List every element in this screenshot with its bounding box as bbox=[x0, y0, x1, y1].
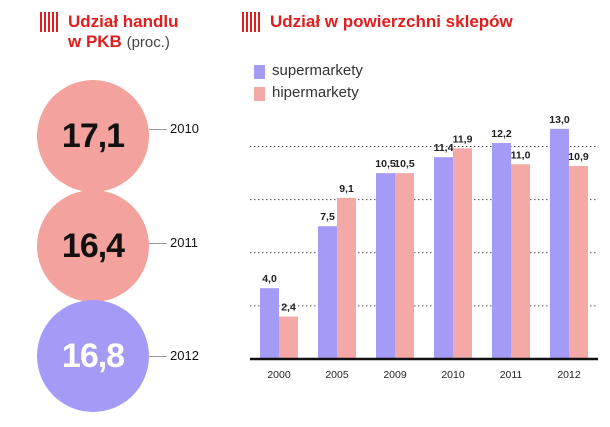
gdp-title-line2: w PKB bbox=[68, 32, 122, 51]
bar-supermarkety-2012 bbox=[550, 128, 569, 359]
title-grid-icon bbox=[40, 12, 60, 32]
data-label: 2,4 bbox=[281, 302, 296, 314]
bar-hipermarkety-2011 bbox=[511, 164, 530, 359]
circle-value: 16,8 bbox=[61, 336, 125, 375]
x-tick-label: 2012 bbox=[557, 369, 581, 381]
legend-label-hipermarkety: hipermarkety bbox=[272, 84, 359, 101]
year-label: 2012 bbox=[170, 348, 199, 363]
bar-supermarkety-2009 bbox=[376, 173, 395, 359]
data-label: 4,0 bbox=[262, 273, 277, 285]
circle-value: 16,4 bbox=[61, 226, 125, 265]
chart-title: Udział w powierzchni sklepów bbox=[270, 12, 513, 31]
value-circle-2010: 17,1 bbox=[37, 80, 149, 192]
year-label: 2010 bbox=[170, 121, 199, 136]
data-label: 11,9 bbox=[453, 133, 473, 145]
year-label: 2011 bbox=[170, 235, 198, 250]
bar-hipermarkety-2010 bbox=[453, 148, 472, 359]
value-circle-2012: 16,8 bbox=[37, 300, 149, 412]
data-label: 10,5 bbox=[375, 158, 396, 170]
bar-hipermarkety-2012 bbox=[569, 166, 588, 359]
data-label: 11,0 bbox=[511, 149, 531, 161]
bar-hipermarkety-2009 bbox=[395, 173, 414, 359]
x-tick-label: 2005 bbox=[325, 369, 349, 381]
bar-hipermarkety-2000 bbox=[279, 316, 298, 359]
data-label: 12,2 bbox=[491, 128, 512, 140]
value-circle-2011: 16,4 bbox=[37, 190, 149, 302]
bar-supermarkety-2010 bbox=[434, 157, 453, 359]
legend-label-supermarkety: supermarkety bbox=[272, 62, 363, 79]
leader-line bbox=[149, 243, 167, 244]
gdp-unit: (proc.) bbox=[126, 34, 170, 51]
bar-supermarkety-2005 bbox=[318, 226, 337, 359]
legend-swatch-hipermarkety bbox=[254, 87, 265, 101]
bar-supermarkety-2000 bbox=[260, 288, 279, 359]
gdp-share-title: Udział handlu w PKB (proc.) bbox=[68, 12, 179, 53]
x-tick-label: 2010 bbox=[441, 369, 465, 381]
x-tick-label: 2009 bbox=[383, 369, 407, 381]
leader-line bbox=[149, 129, 167, 130]
x-tick-label: 2011 bbox=[500, 369, 523, 381]
gdp-title-line1: Udział handlu bbox=[68, 12, 179, 31]
data-label: 11,4 bbox=[434, 142, 454, 154]
legend-swatch-supermarkety bbox=[254, 65, 265, 79]
x-tick-label: 2000 bbox=[267, 369, 291, 381]
bar-hipermarkety-2005 bbox=[337, 197, 356, 359]
circle-value: 17,1 bbox=[61, 116, 125, 155]
leader-line bbox=[149, 356, 167, 357]
data-label: 10,5 bbox=[394, 158, 415, 170]
data-label: 13,0 bbox=[549, 114, 570, 126]
data-label: 10,9 bbox=[568, 151, 589, 163]
bar-supermarkety-2011 bbox=[492, 143, 511, 359]
data-label: 7,5 bbox=[320, 211, 335, 223]
data-label: 9,1 bbox=[339, 183, 354, 195]
title-grid-icon bbox=[242, 12, 262, 32]
